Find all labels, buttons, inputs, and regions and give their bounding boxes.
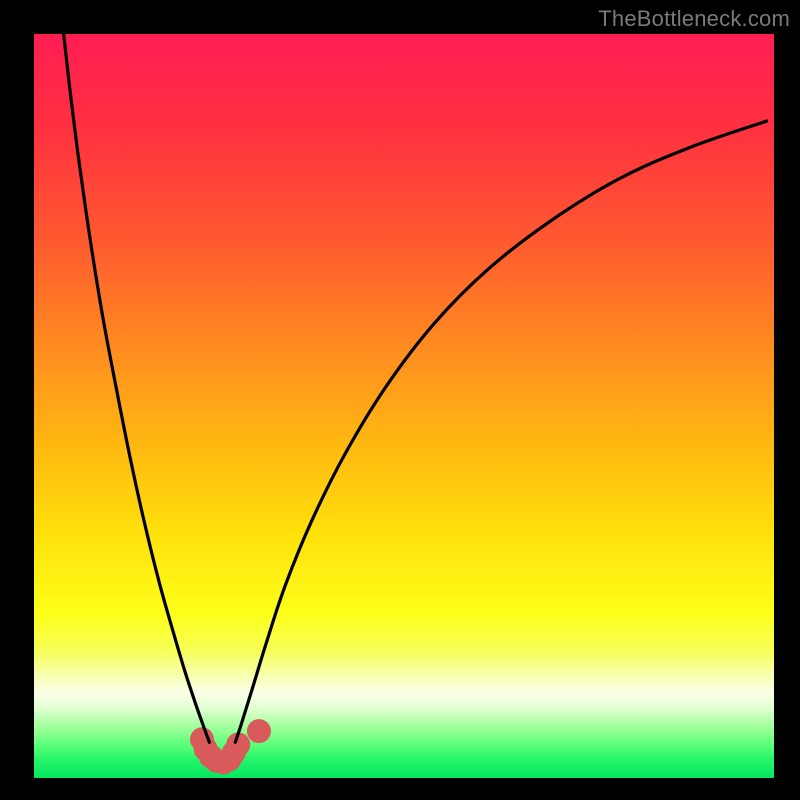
plot-area [34, 34, 774, 778]
plot-svg [34, 34, 774, 778]
chart-root: TheBottleneck.com [0, 0, 800, 800]
gradient-background [34, 34, 774, 778]
watermark-text: TheBottleneck.com [598, 6, 790, 32]
scatter-point [247, 719, 271, 743]
